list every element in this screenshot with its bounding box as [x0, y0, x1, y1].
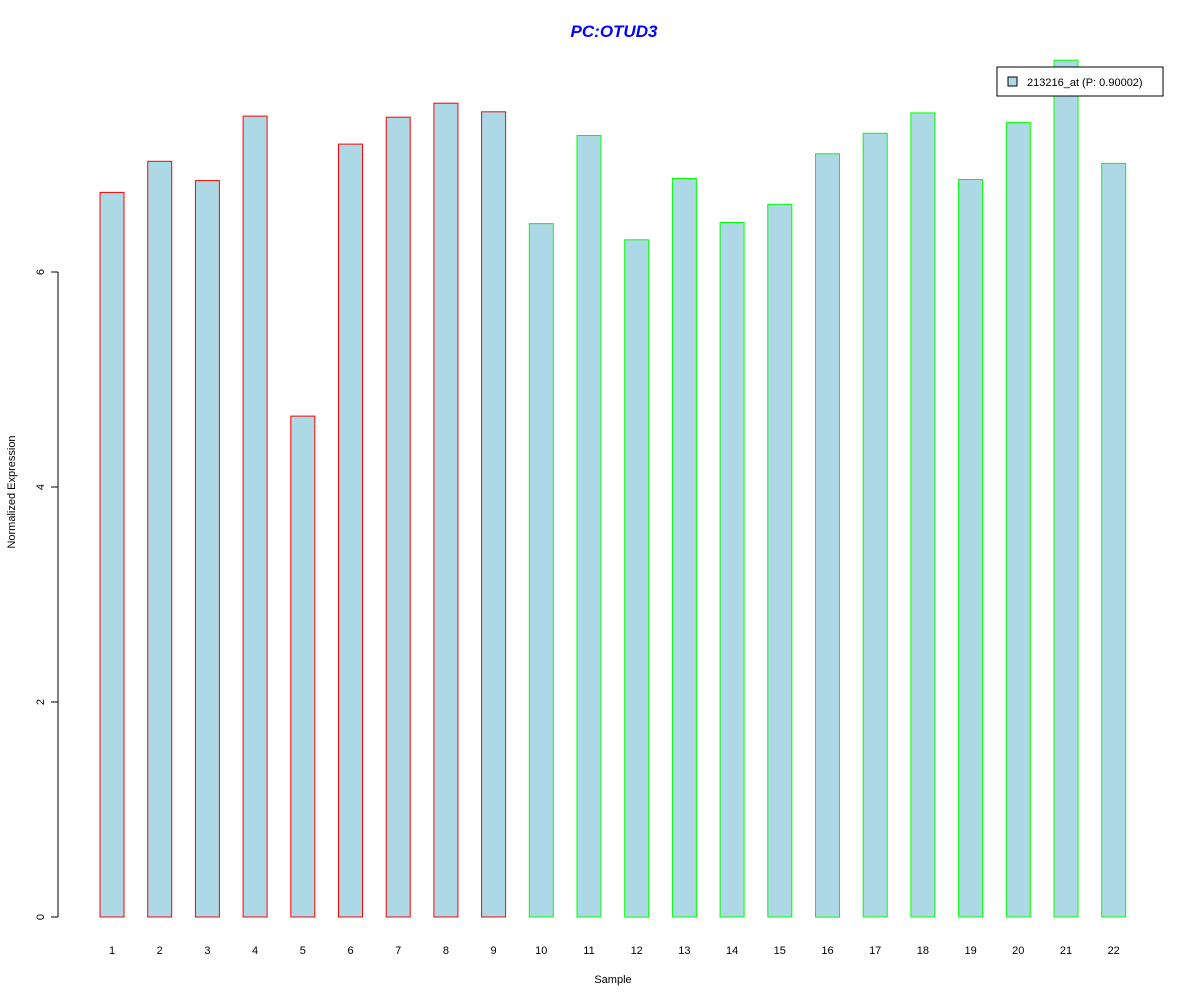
x-tick-label: 12 [631, 945, 643, 957]
bar [910, 112, 936, 918]
x-tick-label: 11 [583, 945, 594, 957]
x-tick-label: 1 [109, 945, 115, 957]
bar [194, 180, 220, 918]
x-tick-label: 21 [1060, 945, 1072, 957]
y-axis-label: Normalized Expression [6, 435, 18, 548]
x-tick-labels: 1 2 3 4 5 6 7 8 9 10 11 12 13 14 15 16 17 18 19 20 21 22 [109, 945, 1120, 957]
x-tick-label: 5 [300, 945, 306, 957]
y-tick-label: 2 [35, 699, 47, 705]
bar [958, 179, 984, 918]
bar [290, 415, 316, 918]
x-tick-label: 2 [157, 945, 163, 957]
bars [99, 59, 1127, 918]
legend-entry: 213216_at (P: 0.90002) [1027, 77, 1143, 89]
bar [719, 222, 745, 918]
x-tick-label: 14 [726, 945, 738, 957]
bar [147, 160, 173, 918]
y-tick-label: 6 [35, 269, 47, 275]
x-tick-label: 15 [774, 945, 786, 957]
bar [99, 191, 125, 918]
x-tick-label: 19 [964, 945, 976, 957]
x-tick-label: 10 [535, 945, 547, 957]
x-tick-label: 4 [252, 945, 258, 957]
bar [481, 111, 507, 918]
bar [242, 115, 268, 918]
y-tick-label: 4 [35, 484, 47, 490]
bar [433, 102, 459, 918]
x-tick-label: 3 [204, 945, 210, 957]
x-tick-label: 22 [1108, 945, 1120, 957]
x-tick-label: 9 [491, 945, 497, 957]
x-tick-label: 8 [443, 945, 449, 957]
x-tick-label: 17 [869, 945, 881, 957]
bar [1005, 122, 1031, 918]
legend-box [996, 66, 1164, 97]
y-axis: 0 2 4 6 [35, 269, 59, 920]
bar [1101, 162, 1127, 918]
y-tick-label: 0 [35, 914, 47, 920]
bar [862, 132, 888, 918]
x-tick-label: 7 [395, 945, 401, 957]
bar [671, 178, 697, 918]
bar [767, 203, 793, 918]
chart-title: PC:OTUD3 [571, 22, 658, 41]
legend-swatch [1007, 76, 1018, 87]
bar [624, 239, 650, 918]
x-tick-label: 13 [678, 945, 690, 957]
legend: 213216_at (P: 0.90002) [996, 66, 1164, 97]
x-axis-label: Sample [594, 974, 631, 986]
bar [576, 135, 602, 918]
x-tick-label: 20 [1012, 945, 1024, 957]
bar [815, 153, 840, 918]
bar [528, 223, 554, 918]
bar [1053, 59, 1079, 918]
bar [338, 143, 363, 918]
x-tick-label: 6 [347, 945, 353, 957]
bar [385, 116, 411, 918]
x-tick-label: 16 [821, 945, 833, 957]
x-tick-label: 18 [917, 945, 929, 957]
